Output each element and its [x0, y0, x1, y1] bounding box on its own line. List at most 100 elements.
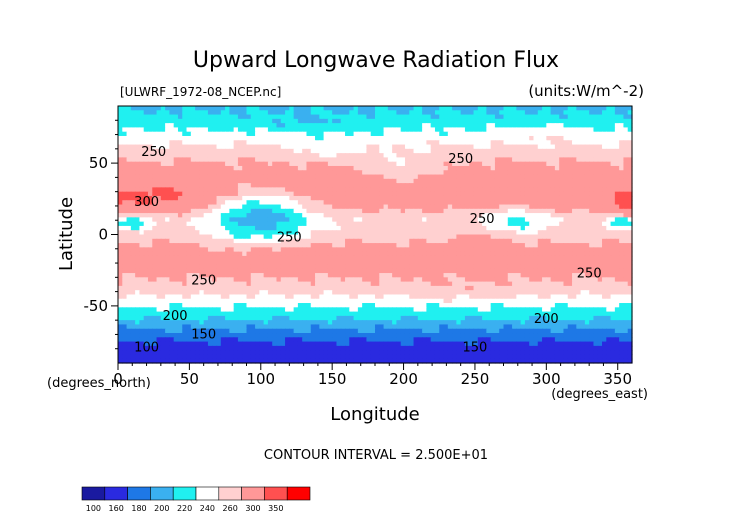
- heatmap-cell: [375, 221, 380, 227]
- heatmap-cell: [327, 165, 333, 171]
- heatmap-cell: [345, 217, 350, 223]
- heatmap-cell: [413, 165, 419, 171]
- heatmap-cell: [130, 157, 136, 163]
- heatmap-cell: [173, 144, 179, 150]
- heatmap-cell: [306, 131, 312, 137]
- heatmap-cell: [207, 174, 213, 180]
- heatmap-cell: [225, 247, 230, 253]
- heatmap-cell: [336, 255, 342, 261]
- heatmap-cell: [396, 178, 402, 184]
- heatmap-cell: [375, 208, 380, 214]
- heatmap-cell: [477, 255, 483, 261]
- heatmap-cell: [430, 183, 436, 188]
- heatmap-cell: [593, 106, 599, 111]
- heatmap-cell: [195, 264, 200, 270]
- heatmap-cell: [370, 187, 376, 193]
- heatmap-cell: [473, 247, 479, 253]
- heatmap-cell: [602, 255, 607, 261]
- heatmap-cell: [327, 127, 333, 133]
- heatmap-cell: [473, 140, 479, 146]
- heatmap-cell: [216, 183, 222, 188]
- heatmap-cell: [169, 247, 175, 253]
- heatmap-cell: [370, 238, 376, 244]
- heatmap-cell: [212, 213, 218, 218]
- heatmap-cell: [349, 243, 355, 248]
- heatmap-cell: [203, 183, 209, 188]
- heatmap-cell: [190, 187, 196, 193]
- heatmap-cell: [434, 281, 440, 287]
- heatmap-cell: [499, 273, 505, 278]
- heatmap-cell: [379, 187, 385, 193]
- heatmap-cell: [503, 200, 509, 206]
- heatmap-cell: [353, 114, 359, 120]
- heatmap-cell: [345, 195, 350, 201]
- heatmap-cell: [293, 251, 299, 257]
- heatmap-cell: [366, 153, 372, 158]
- heatmap-cell: [336, 221, 342, 227]
- heatmap-cell: [130, 251, 136, 257]
- heatmap-cell: [315, 247, 320, 253]
- heatmap-cell: [614, 208, 620, 214]
- heatmap-cell: [293, 170, 299, 176]
- heatmap-cell: [460, 213, 466, 218]
- heatmap-cell: [619, 106, 625, 111]
- heatmap-cell: [143, 208, 149, 214]
- heatmap-cell: [593, 277, 599, 283]
- heatmap-cell: [387, 195, 393, 201]
- heatmap-cell: [195, 238, 200, 244]
- heatmap-cell: [130, 204, 136, 210]
- heatmap-cell: [357, 213, 363, 218]
- heatmap-cell: [203, 260, 209, 266]
- heatmap-cell: [443, 234, 449, 240]
- heatmap-cell: [456, 135, 462, 141]
- heatmap-cell: [177, 204, 183, 210]
- heatmap-cell: [387, 217, 393, 223]
- heatmap-cell: [383, 273, 389, 278]
- heatmap-cell: [623, 217, 629, 223]
- heatmap-cell: [349, 268, 355, 274]
- heatmap-cell: [156, 268, 162, 274]
- heatmap-cell: [456, 208, 462, 214]
- heatmap-cell: [233, 191, 239, 197]
- heatmap-cell: [580, 157, 586, 163]
- heatmap-cell: [370, 195, 376, 201]
- heatmap-cell: [267, 170, 273, 176]
- heatmap-cell: [387, 281, 393, 287]
- heatmap-cell: [383, 178, 389, 184]
- heatmap-cell: [375, 277, 380, 283]
- heatmap-cell: [430, 170, 436, 176]
- heatmap-cell: [426, 174, 432, 180]
- heatmap-cell: [362, 161, 368, 167]
- heatmap-cell: [392, 217, 398, 223]
- heatmap-cell: [126, 255, 132, 261]
- heatmap-cell: [580, 213, 586, 218]
- heatmap-cell: [190, 106, 196, 111]
- heatmap-cell: [216, 170, 222, 176]
- heatmap-cell: [370, 268, 376, 274]
- heatmap-cell: [422, 148, 427, 154]
- heatmap-cell: [404, 251, 410, 257]
- heatmap-cell: [430, 204, 436, 210]
- heatmap-cell: [580, 148, 586, 154]
- heatmap-cell: [456, 255, 462, 261]
- heatmap-cell: [439, 114, 445, 120]
- heatmap-cell: [310, 118, 316, 124]
- heatmap-cell: [345, 135, 350, 141]
- heatmap-cell: [212, 277, 218, 283]
- heatmap-cell: [520, 174, 526, 180]
- heatmap-cell: [567, 255, 573, 261]
- heatmap-cell: [267, 234, 273, 240]
- heatmap-cell: [392, 255, 398, 261]
- heatmap-cell: [619, 221, 625, 227]
- heatmap-cell: [567, 157, 573, 163]
- heatmap-cell: [357, 217, 363, 223]
- heatmap-cell: [212, 247, 218, 253]
- heatmap-cell: [614, 178, 620, 184]
- heatmap-cell: [396, 195, 402, 201]
- heatmap-cell: [524, 268, 530, 274]
- heatmap-cell: [357, 195, 363, 201]
- heatmap-cell: [160, 238, 166, 244]
- heatmap-cell: [177, 247, 183, 253]
- heatmap-cell: [349, 204, 355, 210]
- heatmap-cell: [272, 174, 278, 180]
